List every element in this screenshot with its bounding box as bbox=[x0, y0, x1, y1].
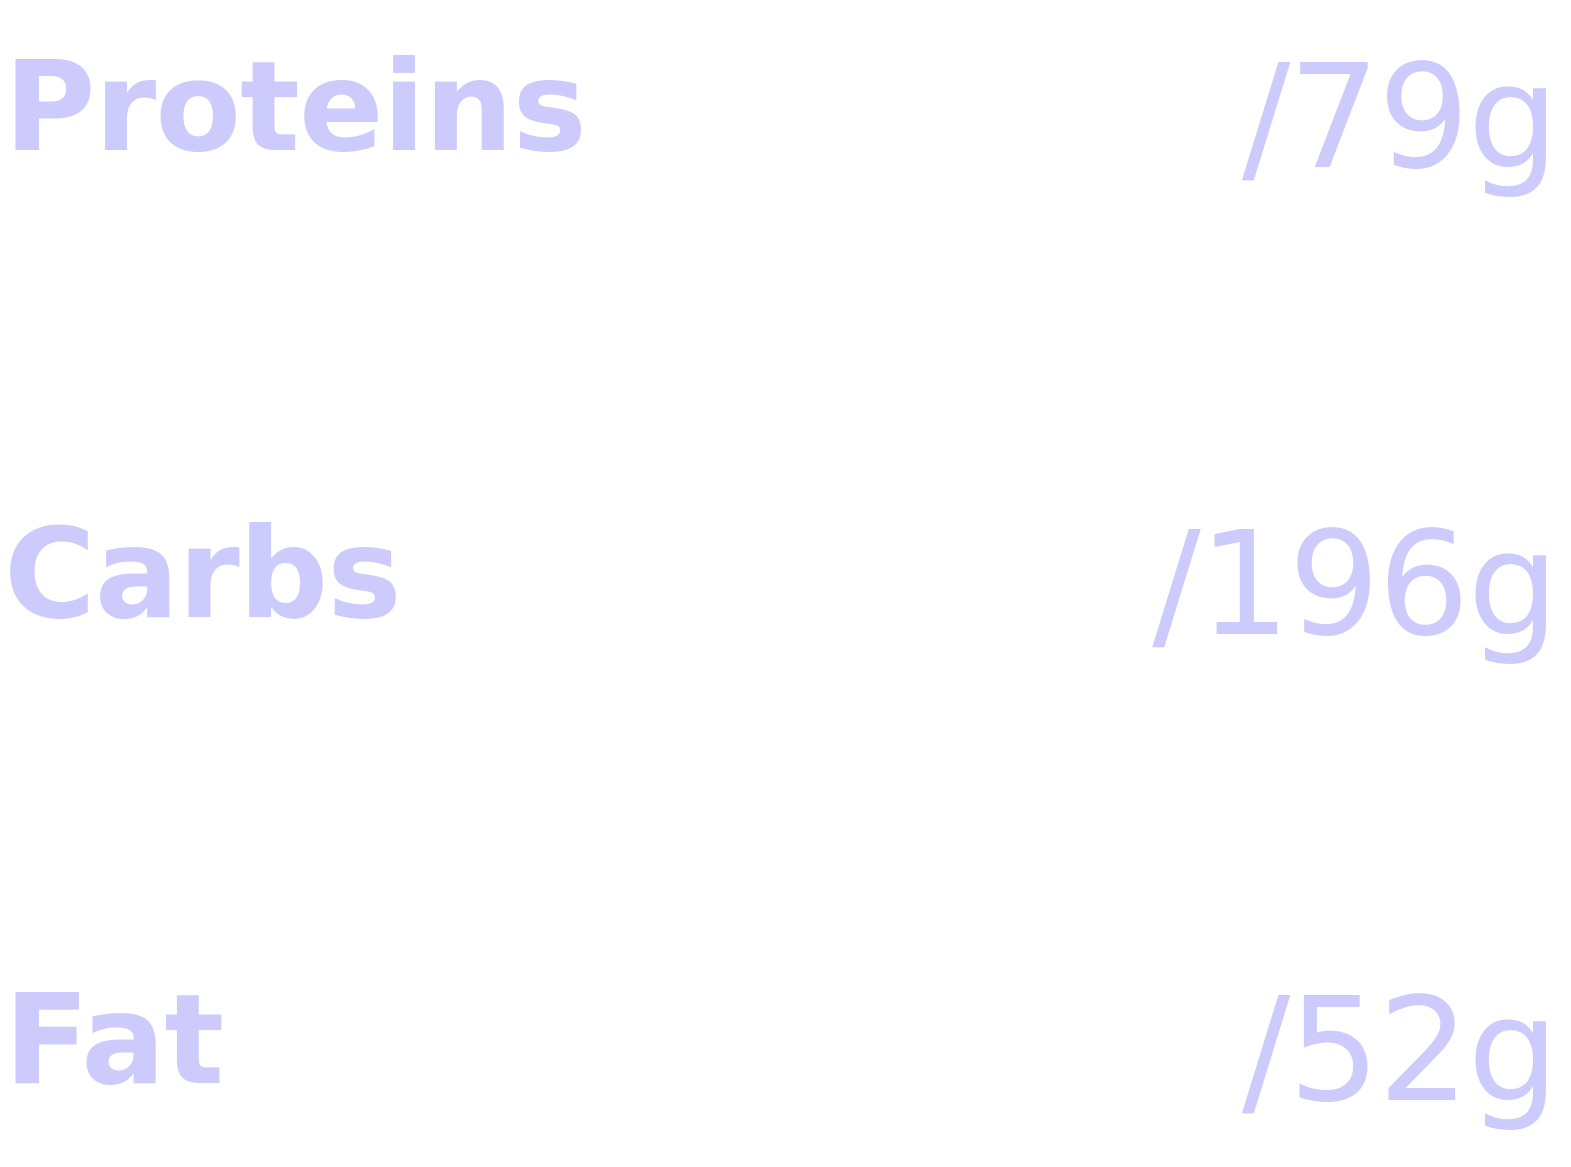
macro-target-value: /79g bbox=[1241, 33, 1559, 201]
macro-row-carbs: Carbs /196g bbox=[0, 512, 1571, 672]
macro-label: Proteins bbox=[4, 35, 587, 180]
macro-row-fat: Fat /52g bbox=[0, 978, 1571, 1138]
macro-label: Fat bbox=[4, 968, 224, 1113]
macro-target-value: /52g bbox=[1241, 966, 1559, 1134]
macro-label: Carbs bbox=[4, 502, 402, 647]
macro-row-proteins: Proteins /79g bbox=[0, 45, 1571, 205]
macro-target-value: /196g bbox=[1152, 500, 1559, 668]
